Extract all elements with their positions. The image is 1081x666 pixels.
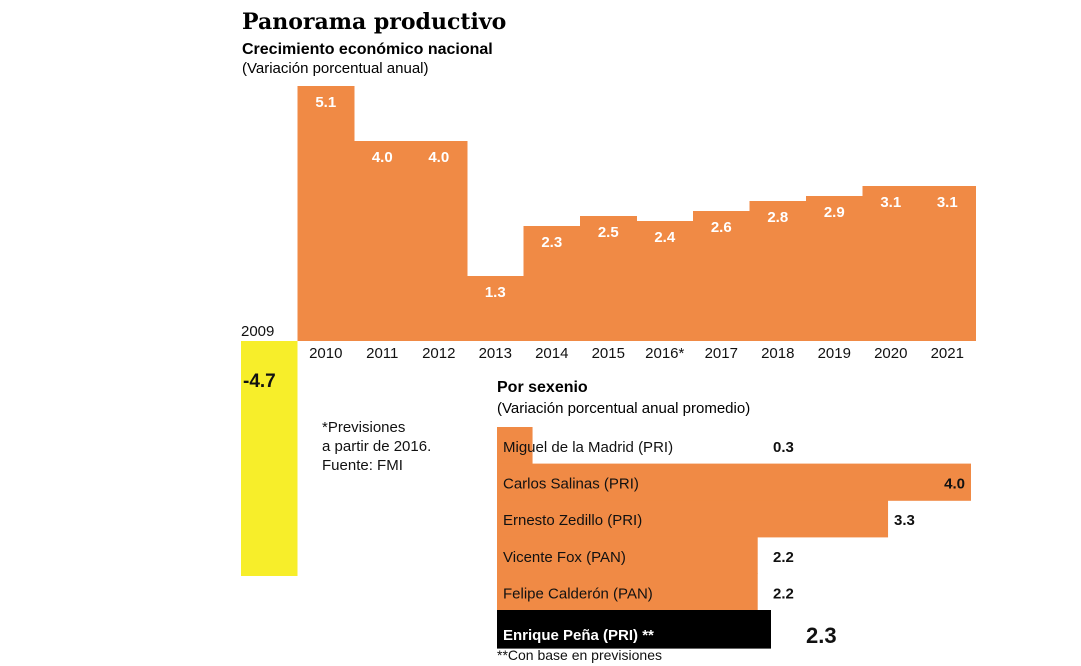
year-tick-label: 2015 <box>592 345 625 362</box>
sexenio-value-label: 2.3 <box>806 623 837 648</box>
bar-value-label: 4.0 <box>428 149 449 166</box>
sexenio-bar <box>497 536 758 574</box>
forecast-note-line-1: *Previsiones <box>322 419 405 436</box>
sexenio-value-label: 0.3 <box>773 439 794 456</box>
bar-2012 <box>410 141 468 341</box>
sexenio-bar <box>497 573 758 611</box>
bar-value-label: 3.1 <box>880 194 901 211</box>
year-tick-label: 2014 <box>535 345 568 362</box>
sexenio-label: Ernesto Zedillo (PRI) <box>503 512 642 529</box>
year-tick-label: 2017 <box>705 345 738 362</box>
sexenio-label: Felipe Calderón (PAN) <box>503 585 653 602</box>
year-tick-label: 2019 <box>818 345 851 362</box>
year-tick-label: 2011 <box>366 345 398 362</box>
sexenio-bar-highlight <box>497 610 771 649</box>
year-tick-label: 2009 <box>241 323 274 340</box>
sexenio-subtitle: (Variación porcentual anual promedio) <box>497 400 750 417</box>
sexenio-label: Miguel de la Madrid (PRI) <box>503 439 673 456</box>
bar-value-label: -4.7 <box>243 371 276 392</box>
year-tick-label: 2021 <box>931 345 964 362</box>
sexenio-bar <box>497 500 889 538</box>
bar-2013 <box>467 276 524 341</box>
bar-value-label: 1.3 <box>485 284 506 301</box>
bar-value-label: 2.4 <box>654 229 676 246</box>
year-tick-label: 2013 <box>479 345 512 362</box>
sexenio-label: Enrique Peña (PRI) ** <box>503 627 654 644</box>
sexenio-label: Vicente Fox (PAN) <box>503 549 626 566</box>
sexenio-value-label: 3.3 <box>894 512 915 529</box>
bar-2019 <box>806 196 863 341</box>
bar-2011 <box>354 141 411 341</box>
bar-value-label: 4.0 <box>372 149 393 166</box>
page-title: Panorama productivo <box>242 9 506 35</box>
bar-value-label: 2.5 <box>598 224 619 241</box>
chart-subtitle-note: (Variación porcentual anual) <box>242 60 429 77</box>
year-tick-label: 2020 <box>874 345 907 362</box>
bar-value-label: 2.9 <box>824 204 845 221</box>
sexenio-bar <box>497 427 533 465</box>
bar-value-label: 2.8 <box>767 209 788 226</box>
year-tick-label: 2010 <box>309 345 342 362</box>
source-note: Fuente: FMI <box>322 457 403 474</box>
bar-2010 <box>297 86 355 341</box>
chart-subtitle: Crecimiento económico nacional <box>242 41 493 58</box>
year-tick-label: 2016* <box>645 345 684 362</box>
sexenio-value-label: 4.0 <box>944 476 965 493</box>
bar-2016* <box>636 221 694 341</box>
bar-2009 <box>241 341 298 576</box>
yearly-growth-chart: -4.7 2009 5.1 2010 4.0 2011 4.0 2012 1.3 2013 2.3 2… <box>241 86 976 576</box>
bar-2014 <box>523 226 581 341</box>
bar-2021 <box>919 186 976 341</box>
bar-2018 <box>749 201 807 341</box>
sexenio-label: Carlos Salinas (PRI) <box>503 476 639 493</box>
bar-value-label: 5.1 <box>315 94 336 111</box>
sexenio-value-label: 2.2 <box>773 549 794 566</box>
bar-2020 <box>862 186 920 341</box>
bar-value-label: 2.3 <box>541 234 562 251</box>
bar-value-label: 2.6 <box>711 219 732 236</box>
sexenio-bar <box>497 463 971 501</box>
sexenio-value-label: 2.2 <box>773 585 794 602</box>
forecast-note-line-2: a partir de 2016. <box>322 438 431 455</box>
sexenio-growth-chart: Miguel de la Madrid (PRI) 0.3 Carlos Salin… <box>497 427 971 649</box>
year-tick-label: 2012 <box>422 345 455 362</box>
sexenio-title: Por sexenio <box>497 379 588 396</box>
bar-2017 <box>693 211 750 341</box>
bar-2015 <box>580 216 637 341</box>
footnote: **Con base en previsiones <box>497 647 662 663</box>
year-tick-label: 2018 <box>761 345 794 362</box>
bar-value-label: 3.1 <box>937 194 958 211</box>
